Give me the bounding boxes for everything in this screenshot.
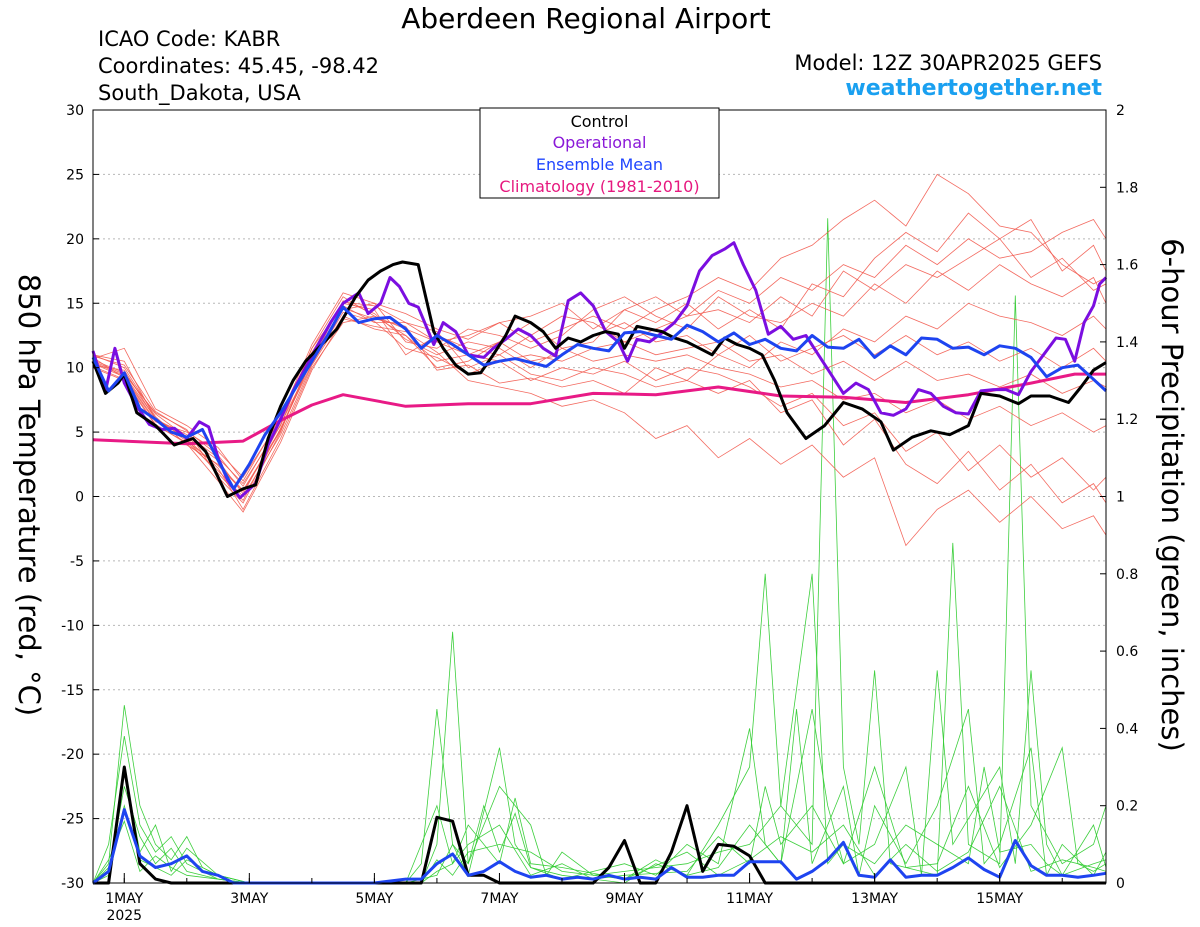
legend: Control Operational Ensemble Mean Climat… [479, 107, 720, 199]
y-tick-label-right: 2 [1116, 103, 1125, 119]
precip-member-line [92, 670, 1107, 884]
x-tick-label: 13MAY [851, 891, 898, 907]
temp-member-line [92, 238, 1107, 504]
y-tick-label-right: 0.6 [1116, 644, 1138, 660]
y-tick-label-left: -25 [61, 812, 84, 828]
chart-title: Aberdeen Regional Airport [401, 2, 771, 35]
control-line [91, 260, 1107, 498]
temp-member-line [92, 173, 1107, 485]
precip-mean-line [92, 808, 1107, 885]
y-tick-label-left: -30 [61, 876, 84, 892]
legend-operational: Operational [553, 133, 647, 152]
y-tick-label-right: 0.2 [1116, 799, 1138, 815]
y-tick-label-right: 0 [1116, 876, 1125, 892]
temp-member-line [92, 219, 1107, 482]
y-tick-label-right: 1.4 [1116, 335, 1138, 351]
x-tick-label: 5MAY [355, 891, 393, 907]
temp-member-line [92, 212, 1107, 498]
y-tick-label-right: 1 [1116, 490, 1125, 506]
y-tick-label-right: 1.6 [1116, 258, 1138, 274]
x-tick-sublabel: 2025 [106, 908, 142, 924]
legend-control: Control [571, 112, 629, 131]
y-tick-label-left: 5 [75, 425, 84, 441]
operational-line [91, 241, 1108, 500]
precip-member-line [92, 746, 1107, 884]
y-tick-label-right: 1.8 [1116, 180, 1138, 196]
legend-ensemble-mean: Ensemble Mean [536, 155, 663, 174]
y-tick-label-right: 0.4 [1116, 721, 1138, 737]
x-tick-label: 15MAY [976, 891, 1023, 907]
precip-member-line [92, 785, 1107, 884]
precip-member-line [92, 708, 1107, 884]
ensemble-mean-line [91, 305, 1108, 491]
precip-member-line [92, 218, 1107, 884]
y-tick-label-left: 30 [66, 103, 84, 119]
x-tick-label: 3MAY [230, 891, 268, 907]
legend-box [479, 107, 720, 199]
y-tick-label-left: -5 [70, 554, 84, 570]
legend-climatology: Climatology (1981-2010) [499, 177, 699, 196]
x-tick-label: 1MAY [105, 891, 143, 907]
y-tick-label-left: -10 [61, 618, 84, 634]
temp-member-line [92, 305, 1107, 478]
temp-member-line [92, 318, 1107, 547]
y-tick-label-right: 0.8 [1116, 567, 1138, 583]
y-tick-label-left: -20 [61, 747, 84, 763]
coordinates: Coordinates: 45.45, -98.42 [98, 54, 379, 78]
y-tick-label-left: 20 [66, 232, 84, 248]
x-tick-label: 7MAY [480, 891, 518, 907]
site-name: weathertogether.net [845, 76, 1102, 101]
y-tick-label-left: 15 [66, 296, 84, 312]
model-run: Model: 12Z 30APR2025 GEFS [794, 51, 1102, 75]
precip-member-line [92, 573, 1107, 884]
y-tick-label-left: -15 [61, 683, 84, 699]
icao-code: ICAO Code: KABR [98, 27, 281, 51]
temp-member-line [92, 301, 1107, 504]
temp-members [92, 173, 1107, 547]
region: South_Dakota, USA [98, 81, 301, 105]
y-tick-label-right: 1.2 [1116, 412, 1138, 428]
axis-ticks: 302520151050-5-10-15-20-25-3021.81.61.41… [61, 103, 1138, 924]
y-tick-label-left: 10 [66, 361, 84, 377]
y-tick-label-left: 25 [66, 167, 84, 183]
x-tick-label: 11MAY [726, 891, 773, 907]
y-tick-label-left: 0 [75, 490, 84, 506]
x-tick-label: 9MAY [605, 891, 643, 907]
